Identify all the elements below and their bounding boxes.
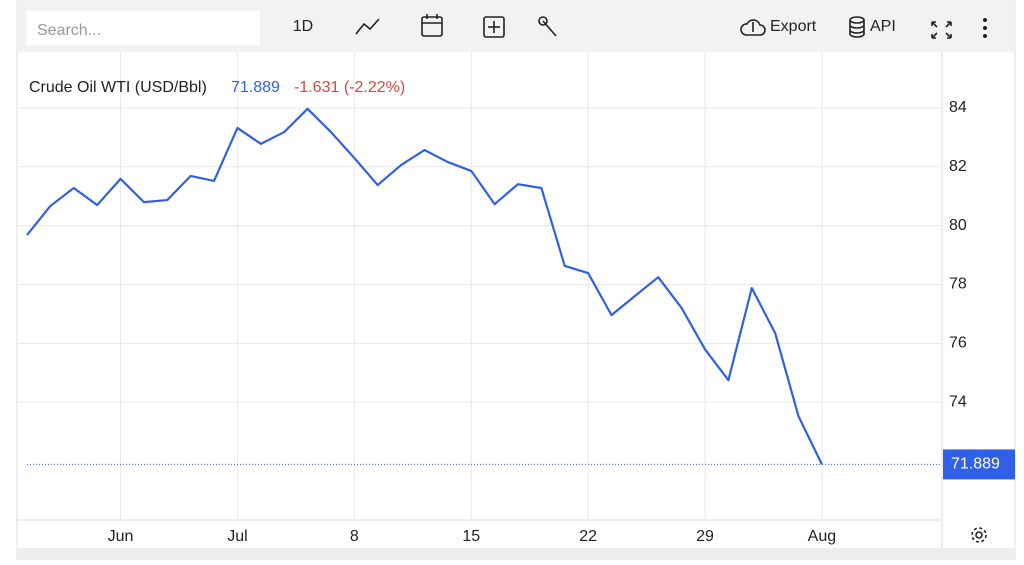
export-button[interactable]: Export bbox=[770, 18, 817, 35]
price-change: -1.631 (-2.22%) bbox=[294, 79, 405, 96]
chart-type-icon[interactable] bbox=[355, 18, 380, 35]
x-tick-label: 29 bbox=[696, 528, 714, 545]
gear-icon[interactable] bbox=[971, 527, 987, 543]
api-icon[interactable] bbox=[849, 16, 865, 38]
calendar-icon[interactable] bbox=[421, 14, 443, 37]
x-tick-label: 22 bbox=[579, 528, 597, 545]
y-tick-label: 82 bbox=[949, 158, 967, 175]
export-icon[interactable] bbox=[740, 19, 766, 36]
y-tick-label: 78 bbox=[949, 276, 967, 293]
last-price-label: 71.889 bbox=[951, 456, 1000, 473]
x-tick-label: Jun bbox=[108, 528, 134, 545]
price-line bbox=[26, 107, 823, 465]
panel bbox=[16, 0, 1016, 561]
x-tick-label: Aug bbox=[808, 528, 836, 545]
settings-wrench-icon[interactable] bbox=[538, 16, 557, 37]
x-tick-label: 15 bbox=[462, 528, 480, 545]
last-price: 71.889 bbox=[231, 79, 280, 96]
last-price-tag bbox=[943, 449, 1015, 480]
search-placeholder: Search... bbox=[37, 22, 101, 39]
y-tick-label: 80 bbox=[949, 217, 967, 234]
more-icon[interactable] bbox=[983, 18, 987, 38]
y-tick-label: 74 bbox=[949, 393, 967, 410]
y-tick-label: 84 bbox=[949, 99, 967, 116]
y-tick-label: 76 bbox=[949, 335, 967, 352]
add-icon[interactable] bbox=[483, 16, 505, 38]
api-button[interactable]: API bbox=[870, 18, 896, 35]
interval-button[interactable]: 1D bbox=[293, 18, 313, 35]
x-tick-label: 8 bbox=[350, 528, 359, 545]
x-tick-label: Jul bbox=[227, 528, 247, 545]
chart-title: Crude Oil WTI (USD/Bbl) bbox=[29, 79, 207, 96]
bottom-bar bbox=[17, 548, 1015, 560]
search-box[interactable] bbox=[27, 11, 260, 45]
fullscreen-icon[interactable] bbox=[931, 21, 952, 39]
